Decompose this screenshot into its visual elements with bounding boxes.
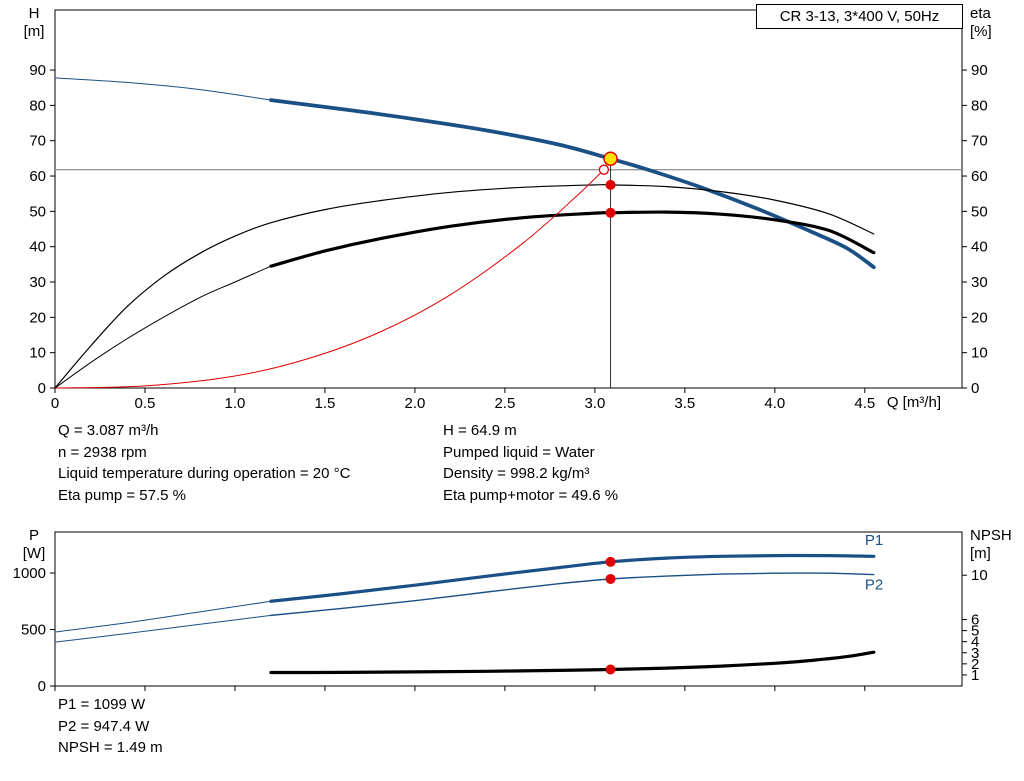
y2-tick-label: 4 xyxy=(971,634,979,651)
x-tick-label: 1.0 xyxy=(225,395,246,412)
p2-curve xyxy=(270,572,875,617)
y-tick-label: 70 xyxy=(29,133,46,150)
duty-point-p1-marker xyxy=(605,556,616,567)
duty-point-npsh-marker xyxy=(605,664,616,675)
info-line-liquid: Pumped liquid = Water xyxy=(443,443,595,461)
y2-tick-label: 90 xyxy=(971,62,988,79)
y-axis-title: P xyxy=(29,527,39,544)
y2-tick-label: 1 xyxy=(971,667,979,684)
qh-eta-chart-frame xyxy=(54,9,963,389)
y2-tick-label: 3 xyxy=(971,645,979,662)
y-tick-label: 500 xyxy=(21,622,46,639)
duty-info-right: H = 64.9 m Pumped liquid = Water Density… xyxy=(443,420,618,506)
y2-axis-title: NPSH xyxy=(970,527,1012,544)
npsh-curve xyxy=(269,650,876,675)
qh-eta-chart: 0 0.5 1.0 1.5 2.0 2.5 3.0 3.5 4.0 4.5 0 10 20 30 40 50 6… xyxy=(24,5,992,412)
info-line-density: Density = 998.2 kg/m³ xyxy=(443,465,590,482)
info-line-head: H = 64.9 m xyxy=(443,422,517,439)
y2-tick-label: 6 xyxy=(971,612,979,629)
eta-total-lead xyxy=(54,265,272,389)
y-axis-title: H xyxy=(29,5,40,22)
y-tick-label: 0 xyxy=(38,678,46,695)
y2-tick-label: 2 xyxy=(971,656,979,673)
y-tick-label: 1000 xyxy=(13,565,46,582)
duty-point-qh-marker[interactable] xyxy=(603,151,618,166)
y2-tick-label: 70 xyxy=(971,133,988,150)
p1-curve-lead xyxy=(54,600,272,633)
x-tick-label: 1.5 xyxy=(315,395,336,412)
y2-tick-label: 5 xyxy=(971,623,979,640)
info-line-flow: Q = 3.087 m³/h xyxy=(58,422,159,439)
info-line-p2: P2 = 947.4 W xyxy=(58,717,150,735)
y2-axis-title: [m] xyxy=(970,545,991,562)
qh-curve xyxy=(269,98,876,270)
y-axis-title: [m] xyxy=(24,23,45,40)
y2-tick-label: 50 xyxy=(971,203,988,220)
duty-info-left: Q = 3.087 m³/h n = 2938 rpm Liquid tempe… xyxy=(58,420,350,506)
y2-tick-label: 0 xyxy=(971,380,979,397)
x-tick-label: 0 xyxy=(51,395,59,412)
info-line-p1: P1 = 1099 W xyxy=(58,696,146,713)
info-line-eta-pump: Eta pump = 57.5 % xyxy=(58,486,186,504)
y2-tick-label: 40 xyxy=(971,239,988,256)
x-tick-label: 3.5 xyxy=(674,395,695,412)
y2-tick-label: 30 xyxy=(971,274,988,291)
power-info: P1 = 1099 W P2 = 947.4 W NPSH = 1.49 m xyxy=(58,694,163,759)
p1-label: P1 xyxy=(865,532,883,549)
duty-point-eta-total-marker xyxy=(605,207,616,218)
system-intersection-marker xyxy=(598,164,610,175)
x-tick-label: 3.0 xyxy=(584,395,605,412)
x-tick-label: 0.5 xyxy=(135,395,156,412)
y-tick-label: 20 xyxy=(29,309,46,326)
x-tick-label: 4.0 xyxy=(764,395,785,412)
duty-point-eta-pump-marker xyxy=(605,179,616,190)
y2-tick-label: 60 xyxy=(971,168,988,185)
y-tick-label: 50 xyxy=(29,203,46,220)
info-line-eta-total: Eta pump+motor = 49.6 % xyxy=(443,486,619,504)
y2-tick-label: 10 xyxy=(971,567,988,584)
y2-axis-title: eta xyxy=(970,5,992,22)
y-tick-label: 0 xyxy=(38,380,46,397)
qh-curve-lead xyxy=(54,77,272,101)
info-line-npsh: NPSH = 1.49 m xyxy=(58,739,163,756)
y-tick-label: 40 xyxy=(29,239,46,256)
y2-tick-label: 20 xyxy=(971,309,988,326)
info-line-temperature: Liquid temperature during operation = 20… xyxy=(58,465,351,482)
info-line-speed: n = 2938 rpm xyxy=(58,443,147,461)
x-tick-label: 4.5 xyxy=(854,395,875,412)
x-tick-label: 2.5 xyxy=(494,395,515,412)
y-axis-title: [W] xyxy=(23,545,46,562)
p1-curve xyxy=(269,553,876,603)
eta-total-curve xyxy=(269,210,876,268)
x-tick-label: 2.0 xyxy=(404,395,425,412)
y-tick-label: 10 xyxy=(29,345,46,362)
duty-point-p2-marker xyxy=(605,573,616,584)
y-tick-label: 80 xyxy=(29,97,46,114)
y-tick-label: 90 xyxy=(29,62,46,79)
system-curve xyxy=(54,169,605,389)
y2-tick-label: 80 xyxy=(971,97,988,114)
y-tick-label: 60 xyxy=(29,168,46,185)
y2-tick-label: 10 xyxy=(971,345,988,362)
y2-axis-title: [%] xyxy=(970,23,992,40)
p2-label: P2 xyxy=(865,576,883,593)
eta-pump-curve xyxy=(54,184,875,389)
p2-curve-lead xyxy=(54,614,272,643)
x-axis-title: Q [m³/h] xyxy=(887,394,941,411)
y-tick-label: 30 xyxy=(29,274,46,291)
pump-model-badge: CR 3-13, 3*400 V, 50Hz xyxy=(756,4,963,29)
power-npsh-chart-frame xyxy=(54,531,963,687)
